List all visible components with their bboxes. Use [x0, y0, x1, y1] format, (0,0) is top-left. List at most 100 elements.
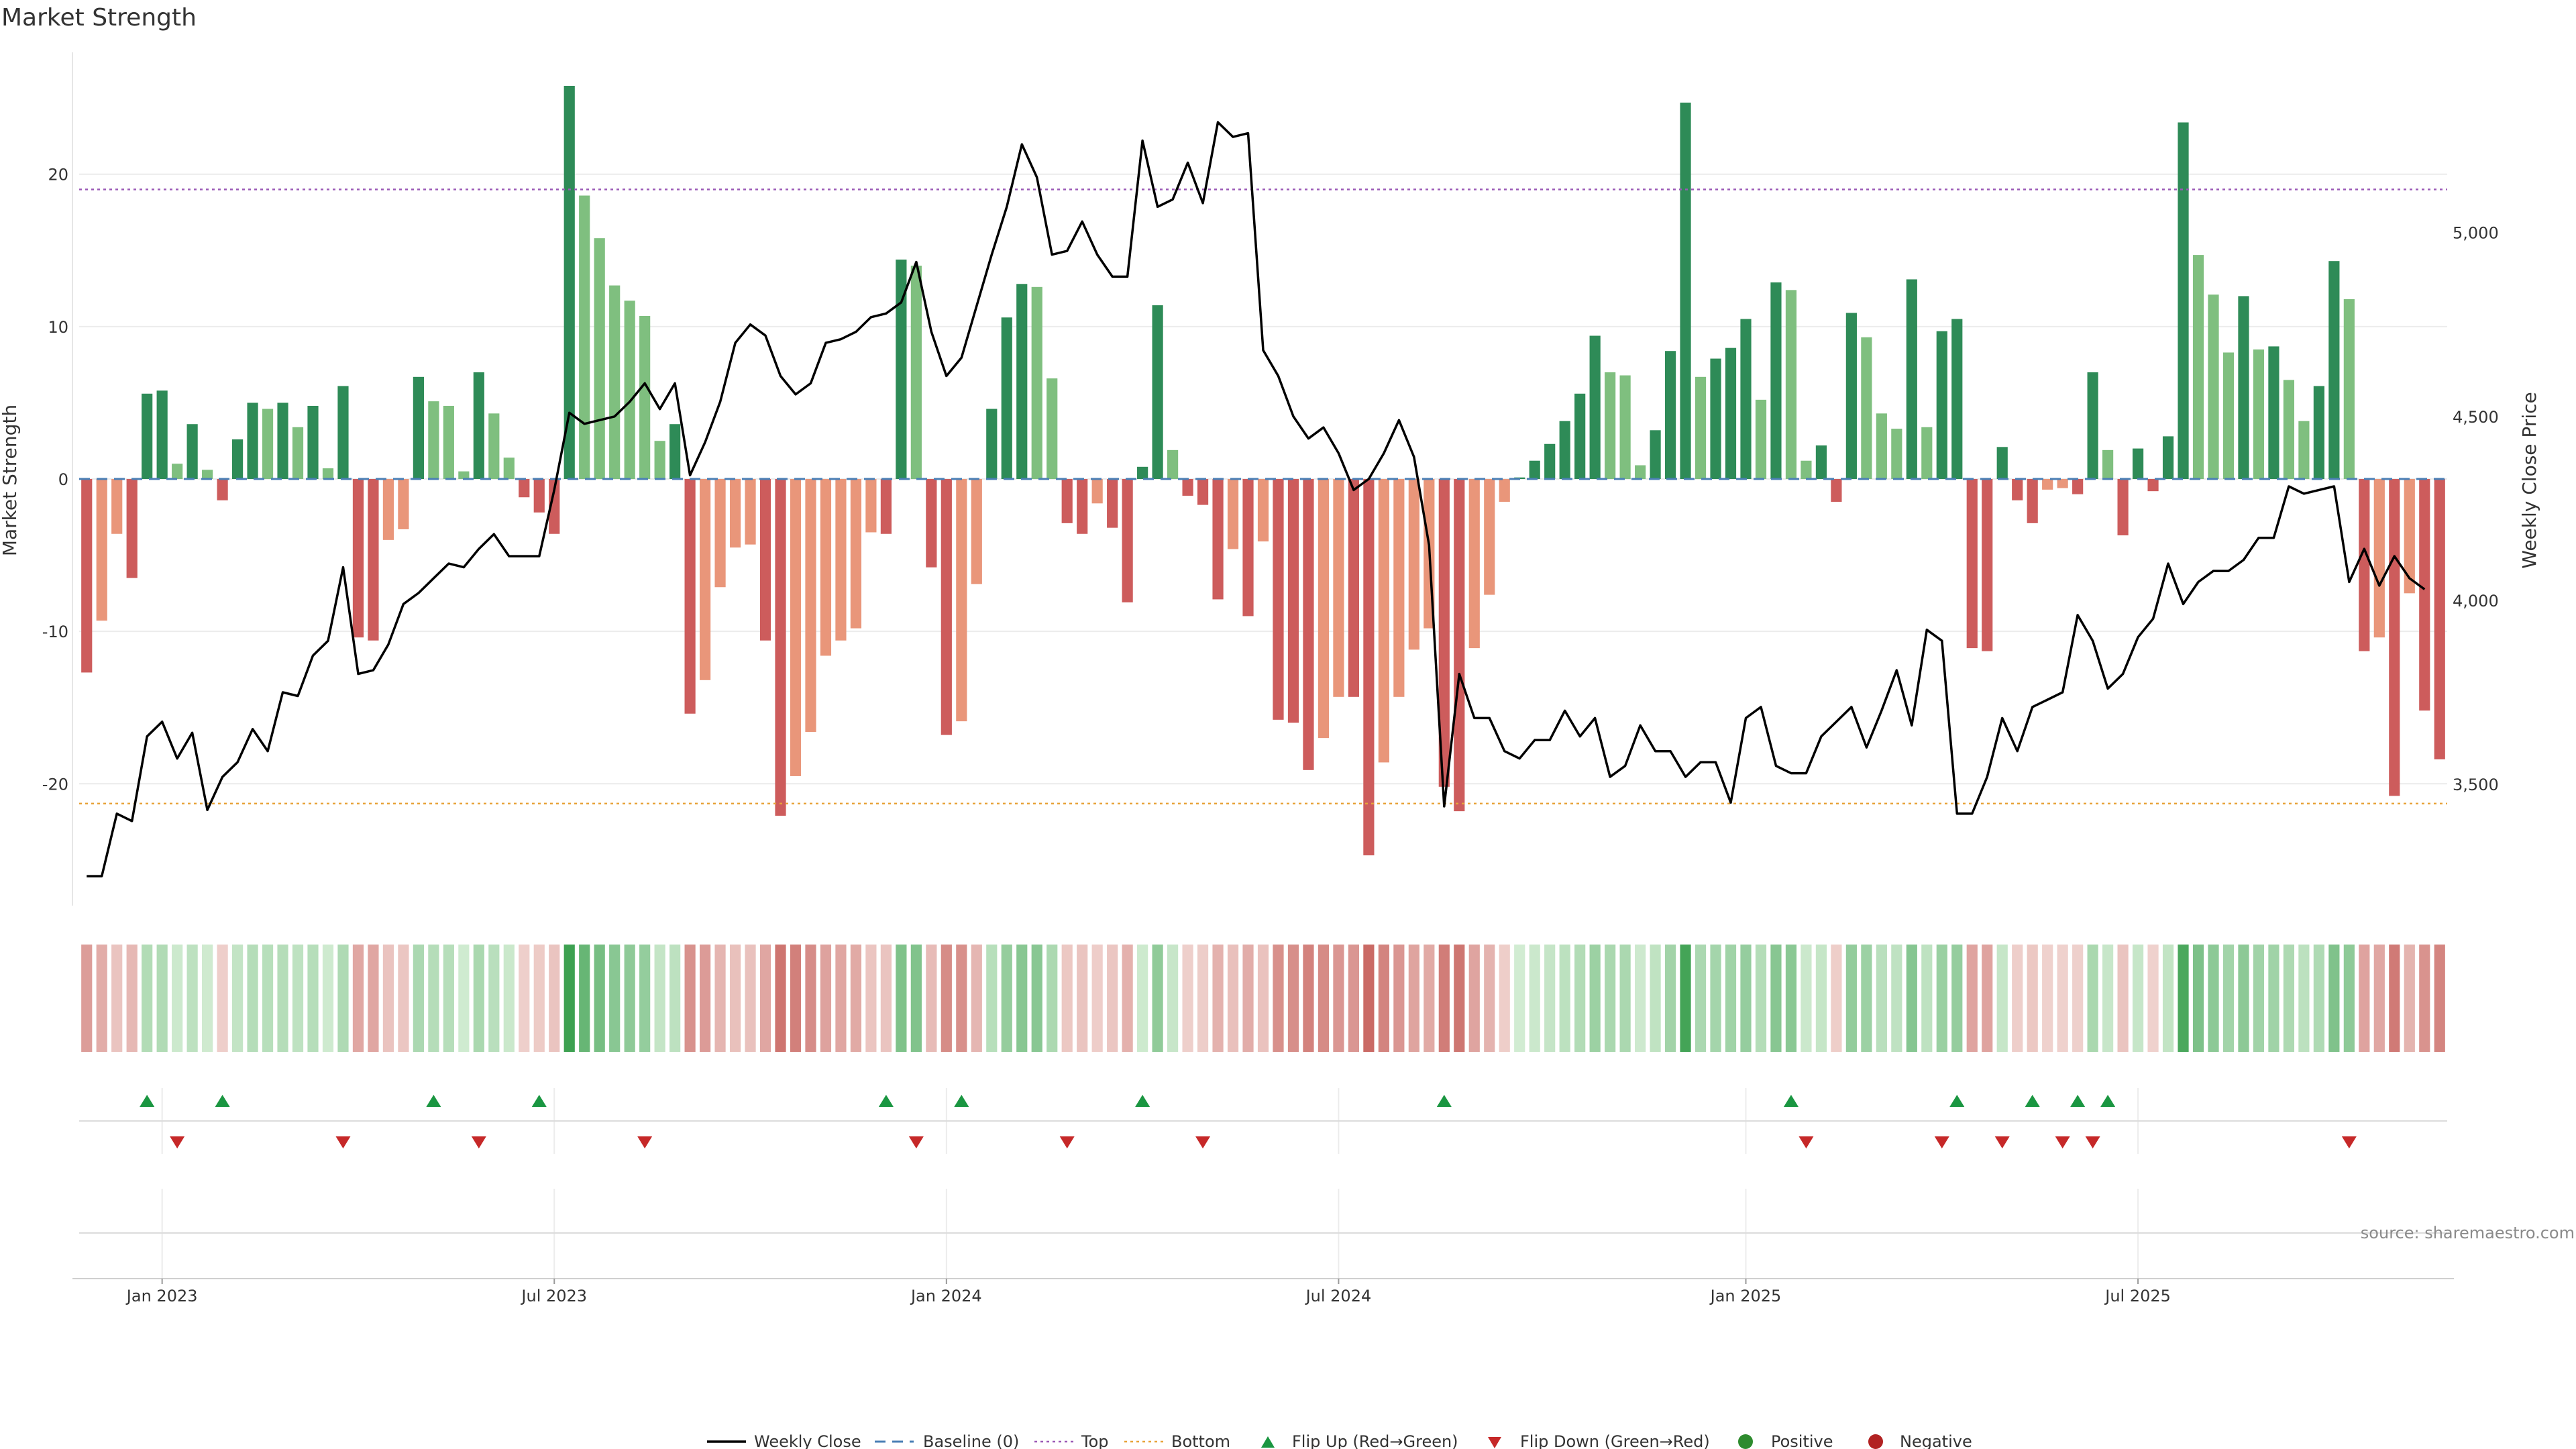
strength-heat-cell — [217, 945, 228, 1052]
legend-weekly-close-label: Weekly Close — [754, 1432, 861, 1449]
strength-heat-cell — [926, 945, 937, 1052]
strength-heat-cell — [2132, 945, 2144, 1052]
flip-down-marker — [2055, 1136, 2070, 1148]
flip-down-marker — [1994, 1136, 2010, 1148]
strength-heat-cell — [1182, 945, 1193, 1052]
strength-bar — [1936, 331, 1947, 479]
strength-bar — [398, 479, 409, 529]
strength-heat-cell — [2027, 945, 2038, 1052]
strength-bar — [2389, 479, 2400, 796]
strength-bar — [1287, 479, 1299, 723]
strength-bar — [217, 479, 228, 500]
strength-bar — [488, 413, 500, 479]
strength-heat-cell — [2419, 945, 2430, 1052]
strength-bar — [820, 479, 832, 656]
strength-heat-cell — [1605, 945, 1616, 1052]
strength-heat-cell — [1815, 945, 1827, 1052]
strength-heat-cell — [1197, 945, 1209, 1052]
strength-heat-cell — [1167, 945, 1179, 1052]
flip-up-marker — [1135, 1095, 1150, 1107]
strength-heat-cell — [2404, 945, 2415, 1052]
flip-up-marker — [2070, 1095, 2086, 1107]
strength-bar — [729, 479, 741, 548]
strength-bar — [337, 386, 349, 479]
legend-flip-up-label: Flip Up (Red→Green) — [1292, 1432, 1458, 1449]
strength-bar — [1861, 337, 1872, 479]
strength-heat-cell — [594, 945, 605, 1052]
strength-heat-cell — [368, 945, 379, 1052]
strength-heat-cell — [1408, 945, 1419, 1052]
chart-title: Market Strength — [1, 4, 197, 32]
flip-up-marker — [140, 1095, 155, 1107]
strength-bar — [956, 479, 967, 722]
weekly-close-line — [87, 121, 2426, 877]
strength-bar — [835, 479, 847, 641]
strength-bar — [307, 405, 319, 479]
left-tick-label: 0 — [58, 470, 68, 489]
strength-bar — [1876, 413, 1887, 479]
strength-bar — [1438, 479, 1450, 787]
strength-heat-cell — [1619, 945, 1631, 1052]
strength-heat-cell — [231, 945, 244, 1052]
strength-heat-cell — [775, 945, 786, 1052]
strength-bar — [790, 479, 802, 776]
strength-heat-cell — [805, 945, 816, 1052]
strength-bar — [1650, 430, 1661, 479]
strength-heat-cell — [835, 945, 847, 1052]
strength-bar — [443, 405, 454, 479]
strength-heat-cell — [1363, 945, 1375, 1052]
strength-bar — [1333, 479, 1344, 697]
strength-bar — [699, 479, 711, 680]
strength-heat-cell — [1287, 945, 1299, 1052]
strength-heat-cell — [956, 945, 967, 1052]
strength-heat-cell — [699, 945, 711, 1052]
strength-heat-cell — [1710, 945, 1721, 1052]
strength-heat-cell — [1801, 945, 1812, 1052]
strength-heat-cell — [2389, 945, 2400, 1052]
strength-bar — [594, 238, 605, 479]
strength-heat-cell — [1664, 945, 1676, 1052]
reference-lines — [79, 189, 2447, 805]
bottom-panel: Jan 2023 Jul 2023 Jan 2024 Jul 2024 Jan 2025… — [72, 1232, 2454, 1305]
strength-heat-cell — [1921, 945, 1933, 1052]
strength-heat-cell — [186, 945, 198, 1052]
flip-down-marker — [637, 1136, 653, 1148]
strength-bar — [926, 479, 937, 568]
strength-heat-cell — [2253, 945, 2265, 1052]
strength-bar — [1559, 421, 1570, 479]
strength-bar — [2298, 421, 2310, 479]
strength-bar — [1544, 443, 1556, 479]
strength-bar — [1061, 479, 1073, 523]
flip-down-marker — [471, 1136, 486, 1148]
strength-bar — [458, 471, 470, 479]
strength-bar — [654, 441, 665, 479]
flip-up-marker — [2100, 1095, 2116, 1107]
strength-bar — [759, 479, 771, 641]
strength-bar — [684, 479, 696, 714]
strength-bar — [322, 468, 334, 479]
strength-heat-cell — [1635, 945, 1646, 1052]
strength-bar — [745, 479, 756, 545]
strength-heat-cell — [941, 945, 952, 1052]
strength-heat-cell — [1438, 945, 1450, 1052]
strength-bar — [896, 259, 907, 479]
strength-heat-cell — [850, 945, 862, 1052]
strength-bar — [126, 479, 138, 578]
legend-bottom-label: Bottom — [1171, 1432, 1230, 1449]
strength-bar — [805, 479, 816, 733]
strength-heat-cell — [156, 945, 168, 1052]
strength-bar — [172, 464, 183, 479]
strength-heat-cell — [1227, 945, 1239, 1052]
strength-heat-cell — [503, 945, 515, 1052]
strength-bars — [81, 85, 2445, 856]
strength-heat-cell — [96, 945, 107, 1052]
strength-bar — [2208, 294, 2219, 479]
strength-heat-cell — [745, 945, 756, 1052]
strength-bar — [2253, 349, 2265, 479]
strength-heat-cell — [2147, 945, 2159, 1052]
flip-down-marker — [335, 1136, 351, 1148]
strength-heat-cell — [1061, 945, 1073, 1052]
strength-heat-cell — [564, 945, 575, 1052]
strength-bar — [1605, 372, 1616, 479]
strength-heat-cell — [1424, 945, 1435, 1052]
